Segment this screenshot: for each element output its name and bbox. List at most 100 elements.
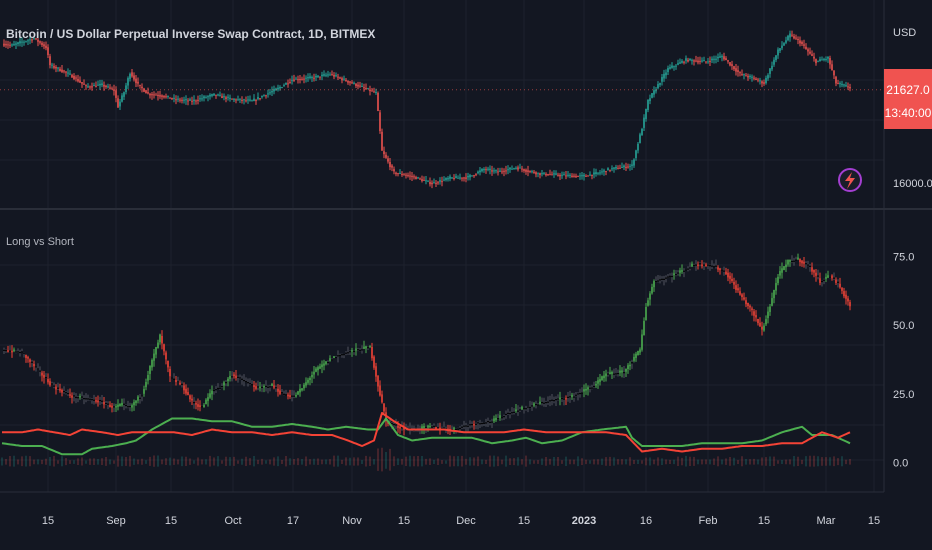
candle-body bbox=[505, 170, 507, 172]
candle-body bbox=[377, 92, 379, 111]
time-tick-label: 15 bbox=[42, 515, 54, 527]
ratio-candle bbox=[321, 364, 323, 368]
candle-body bbox=[353, 82, 355, 84]
candle-body bbox=[565, 175, 567, 177]
candle-body bbox=[157, 94, 159, 97]
candle-body bbox=[351, 82, 353, 84]
ratio-candle bbox=[627, 365, 629, 369]
ratio-candle bbox=[833, 277, 835, 279]
candle-body bbox=[413, 176, 415, 178]
candle-body bbox=[603, 170, 605, 172]
ratio-candle bbox=[19, 351, 21, 354]
ratio-candle bbox=[769, 306, 771, 312]
candle-body bbox=[837, 83, 839, 85]
candle-body bbox=[639, 134, 641, 143]
candle-body bbox=[509, 167, 511, 170]
ratio-candle bbox=[273, 385, 275, 388]
ratio-candle bbox=[557, 398, 559, 400]
ratio-candle bbox=[591, 387, 593, 389]
candle-body bbox=[323, 74, 325, 76]
ratio-candle bbox=[251, 384, 253, 386]
candle-body bbox=[357, 84, 359, 87]
candle-body bbox=[817, 60, 819, 62]
candle-body bbox=[633, 159, 635, 166]
ratio-candle bbox=[349, 351, 351, 353]
ratio-candle bbox=[101, 400, 103, 402]
ratio-candle bbox=[367, 347, 369, 349]
candle-body bbox=[641, 128, 643, 136]
candle-body bbox=[645, 108, 647, 119]
ratio-candle bbox=[11, 350, 13, 353]
candle-body bbox=[679, 62, 681, 64]
candle-body bbox=[11, 44, 13, 46]
candle-body bbox=[737, 70, 739, 73]
candle-body bbox=[101, 83, 103, 86]
candle-body bbox=[619, 167, 621, 169]
ratio-candle bbox=[49, 381, 51, 386]
ratio-candle bbox=[471, 423, 473, 426]
candle-body bbox=[591, 174, 593, 176]
time-tick-label: Dec bbox=[456, 515, 476, 527]
candle-body bbox=[447, 178, 449, 180]
candle-body bbox=[255, 100, 257, 102]
ratio-candle bbox=[801, 260, 803, 264]
ratio-candle bbox=[259, 386, 261, 389]
candle-body bbox=[297, 79, 299, 81]
ratio-candle bbox=[731, 278, 733, 281]
ratio-candle bbox=[141, 395, 143, 397]
candle-body bbox=[601, 171, 603, 173]
ratio-candle bbox=[605, 373, 607, 377]
lightning-bolt-icon[interactable] bbox=[838, 168, 862, 192]
ratio-candle bbox=[695, 264, 697, 266]
candle-body bbox=[3, 43, 5, 46]
ratio-candle bbox=[403, 427, 405, 430]
candle-body bbox=[541, 173, 543, 175]
candle-body bbox=[91, 86, 93, 88]
candle-body bbox=[845, 85, 847, 87]
ratio-candle bbox=[151, 359, 153, 368]
candle-body bbox=[501, 171, 503, 173]
indicator-pane[interactable] bbox=[1, 253, 851, 472]
ratio-candle bbox=[559, 397, 561, 400]
candle-body bbox=[71, 74, 73, 78]
price-pane[interactable] bbox=[0, 30, 884, 189]
time-tick-label: 15 bbox=[758, 515, 770, 527]
ratio-candle bbox=[697, 264, 699, 267]
ratio-candle bbox=[61, 389, 63, 393]
candle-body bbox=[643, 117, 645, 128]
candle-body bbox=[763, 82, 765, 84]
candle-body bbox=[137, 81, 139, 84]
ratio-candle bbox=[807, 264, 809, 266]
candle-body bbox=[655, 89, 657, 92]
candle-body bbox=[291, 79, 293, 81]
ratio-candle bbox=[723, 270, 725, 272]
candle-body bbox=[621, 166, 623, 168]
ratio-candle bbox=[663, 278, 665, 280]
ratio-candle bbox=[561, 397, 563, 400]
candle-body bbox=[49, 56, 51, 66]
candle-body bbox=[149, 93, 151, 96]
candle-body bbox=[93, 85, 95, 87]
candle-body bbox=[303, 78, 305, 80]
candle-body bbox=[37, 39, 39, 42]
candle-body bbox=[695, 60, 697, 62]
candle-body bbox=[387, 158, 389, 162]
candle-body bbox=[347, 80, 349, 83]
ratio-candle bbox=[159, 334, 161, 343]
ratio-candle bbox=[7, 350, 9, 352]
ratio-candle bbox=[459, 427, 461, 430]
candle-body bbox=[849, 86, 851, 89]
candle-body bbox=[599, 172, 601, 174]
candle-body bbox=[843, 84, 845, 86]
candle-body bbox=[745, 75, 747, 77]
ratio-candle bbox=[343, 354, 345, 356]
candle-body bbox=[689, 58, 691, 60]
candle-body bbox=[823, 59, 825, 61]
ratio-candle bbox=[733, 282, 735, 285]
ratio-candle bbox=[493, 418, 495, 422]
ratio-candle bbox=[585, 389, 587, 391]
candle-body bbox=[263, 95, 265, 97]
candle-body bbox=[159, 95, 161, 97]
candle-body bbox=[587, 175, 589, 177]
